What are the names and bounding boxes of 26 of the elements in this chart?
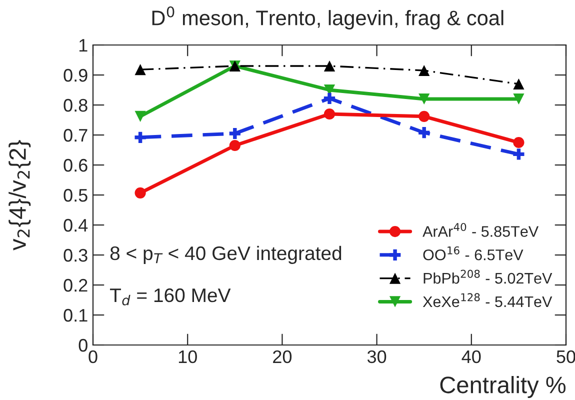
x-tick-label: 20 [273,350,292,364]
legend-label: XeXe$^{128}$ - 5.44TeV [422,293,552,308]
x-axis-title: Centrality % [440,376,566,398]
y-tick-label: 0.4 [64,218,88,232]
y-tick-label: 0 [78,338,88,352]
x-tick-label: 30 [367,350,386,364]
legend-label: ArAr$^{40}$ - 5.85TeV [422,222,539,237]
x-tick-label: 0 [88,350,98,364]
y-tick-label: 0.2 [64,278,88,292]
annotation: 8 < p$_{T}$ < 40 GeV integrated [110,246,342,264]
y-tick-label: 0.7 [64,128,88,142]
y-tick-label: 0.3 [64,248,88,262]
y-tick-label: 0.8 [64,98,88,112]
chart-title: D$^{0}$ meson, Trento, lagevin, frag & coal [152,6,504,30]
legend-label: PbPb$^{208}$ - 5.02TeV [424,270,552,284]
y-tick-label: 0.6 [64,158,88,172]
y-axis-title: v$_{2}${4}/v$_{2}${2} [8,140,31,250]
y-tick-label: 0.5 [64,188,88,202]
y-tick-label: 0.9 [64,68,88,82]
y-tick-label: 0.1 [64,308,88,322]
legend-label: OO$^{16}$ - 6.5TeV [423,246,524,260]
x-tick-label: 40 [462,350,481,364]
annotation: T$_{d}$ = 160 MeV [110,288,231,306]
x-tick-label: 10 [178,350,197,364]
y-tick-label: 1 [79,39,88,52]
x-tick-label: 50 [556,350,575,364]
